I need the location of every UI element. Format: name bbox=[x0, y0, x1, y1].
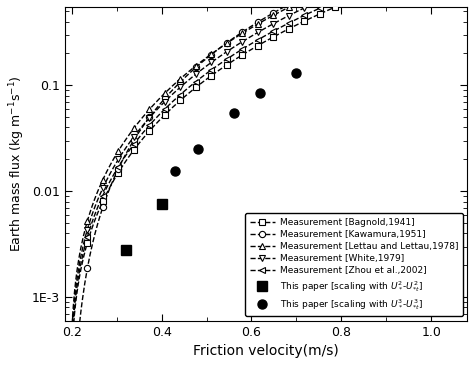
Legend: Measurement [Bagnold,1941], Measurement [Kawamura,1951], Measurement [Lettau and: Measurement [Bagnold,1941], Measurement … bbox=[245, 213, 463, 316]
X-axis label: Friction velocity(m/s): Friction velocity(m/s) bbox=[193, 344, 339, 358]
Y-axis label: Earth mass flux (kg m$^{-1}$s$^{-1}$): Earth mass flux (kg m$^{-1}$s$^{-1}$) bbox=[7, 76, 27, 252]
